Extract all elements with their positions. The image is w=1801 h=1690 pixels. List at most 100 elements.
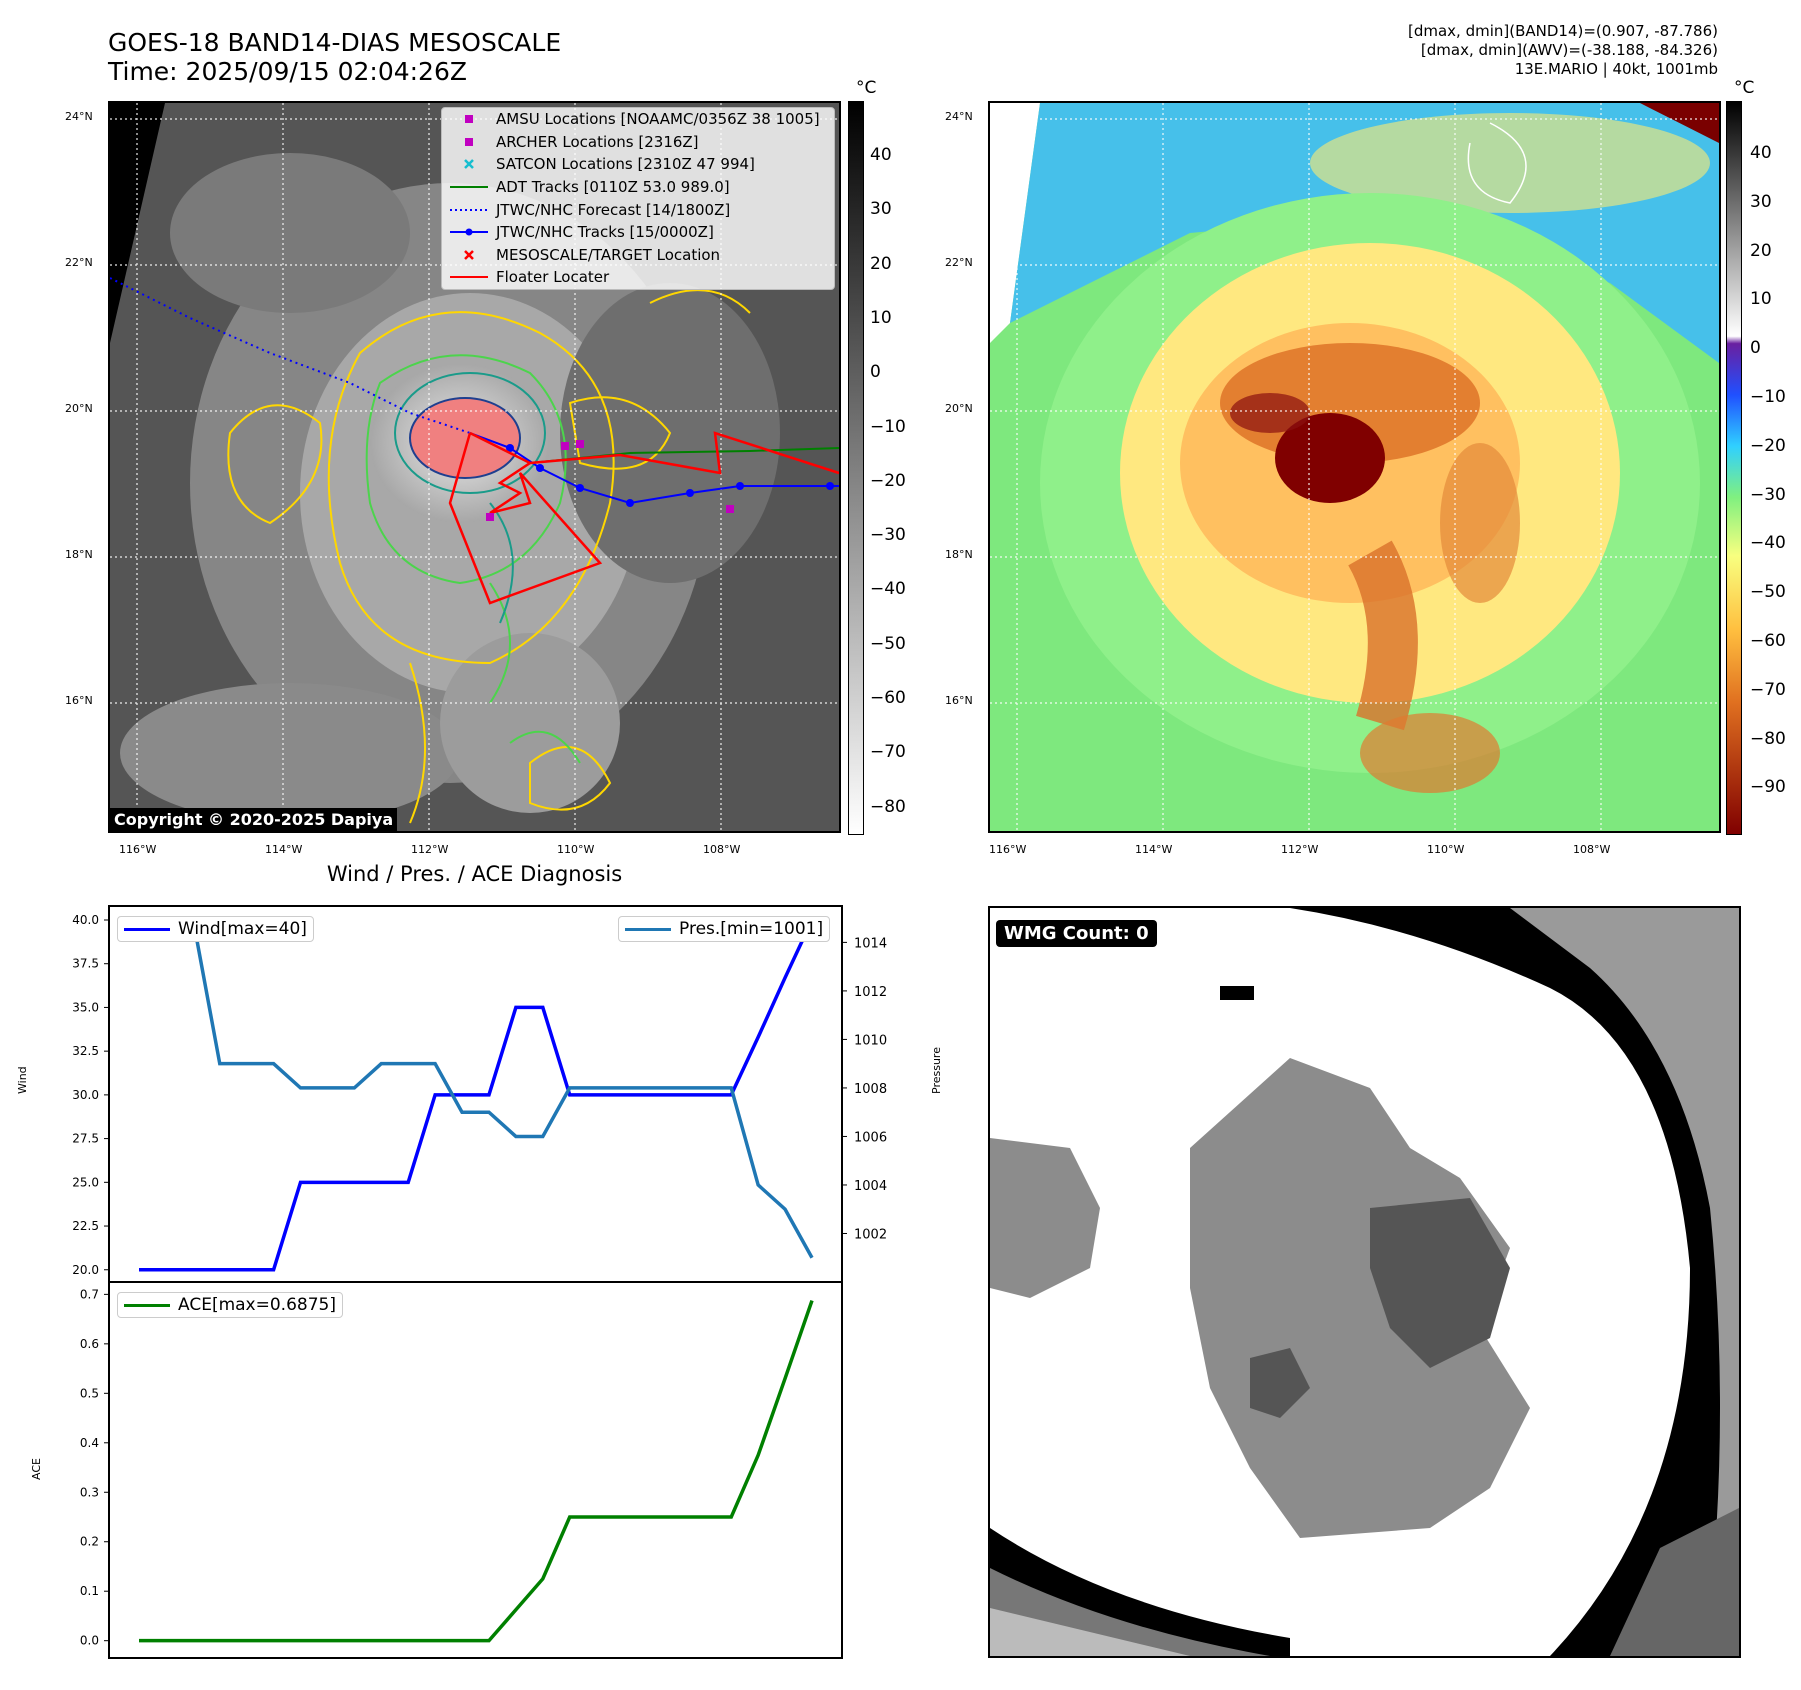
colorbar-tick-label: 10 <box>870 307 892 328</box>
color-enhanced-image <box>990 103 1719 831</box>
colorbar-tick-label: 30 <box>1750 191 1772 212</box>
ir-legend: AMSU Locations [NOAAMC/0356Z 38 1005] ARC… <box>441 107 835 290</box>
ace-y-tick-label: 0.3 <box>80 1485 99 1499</box>
color-lon-label: 110°W <box>1427 843 1465 856</box>
legend-marker-icon <box>448 154 490 174</box>
wind-series-line <box>139 919 814 1272</box>
ace-series-line <box>139 1299 814 1643</box>
legend-label: AMSU Locations [NOAAMC/0356Z 38 1005] <box>496 110 820 129</box>
legend-label: ADT Tracks [0110Z 53.0 989.0] <box>496 178 730 197</box>
colorbar-tick-label: −10 <box>870 416 906 437</box>
pressure-y-tick-label: 1010 <box>854 1033 887 1048</box>
info-box: [dmax, dmin](BAND14)=(0.907, -87.786) [d… <box>1018 22 1718 79</box>
colorbar-tick-label: −40 <box>1750 533 1786 554</box>
wind-y-tick-label: 40.0 <box>72 913 99 927</box>
color-lat-label: 18°N <box>945 548 973 561</box>
legend-label: Floater Locater <box>496 268 610 287</box>
legend-entry: ARCHER Locations [2316Z] <box>442 131 834 154</box>
wmg-count-label: WMG Count: 0 <box>996 920 1157 947</box>
wind-y-tick-label: 37.5 <box>72 957 99 971</box>
ir-lat-label: 22°N <box>65 256 93 269</box>
colorbar-tick-label: −70 <box>870 742 906 763</box>
wind-y-tick-label: 30.0 <box>72 1088 99 1102</box>
color-gridlines <box>990 103 1719 831</box>
ir-lon-label: 110°W <box>557 843 595 856</box>
ace-y-tick-label: 0.5 <box>80 1386 99 1400</box>
legend-marker-icon <box>448 132 490 152</box>
wmg-image <box>990 908 1739 1656</box>
legend-entry: AMSU Locations [NOAAMC/0356Z 38 1005] <box>442 108 834 131</box>
legend-entry: JTWC/NHC Forecast [14/1800Z] <box>442 198 834 221</box>
pressure-y-tick-label: 1012 <box>854 985 887 1000</box>
color-lon-label: 112°W <box>1281 843 1319 856</box>
ace-legend: ACE[max=0.6875] <box>117 1292 343 1318</box>
ir-lat-label: 18°N <box>65 548 93 561</box>
legend-entry: SATCON Locations [2310Z 47 994] <box>442 153 834 176</box>
copyright-label: Copyright © 2020-2025 Dapiya <box>110 808 398 831</box>
legend-label: ARCHER Locations [2316Z] <box>496 132 699 151</box>
ir-lat-label: 16°N <box>65 694 93 707</box>
colorbar-tick-label: 20 <box>870 253 892 274</box>
color-enhanced-panel <box>988 101 1721 833</box>
ace-frame <box>108 1281 843 1659</box>
colorbar-tick-label: −20 <box>1750 435 1786 456</box>
color-lat-label: 22°N <box>945 256 973 269</box>
legend-marker-icon <box>448 200 490 220</box>
colorbar-tick-label: −60 <box>870 688 906 708</box>
info-band14: [dmax, dmin](BAND14)=(0.907, -87.786) <box>1407 22 1718 40</box>
legend-label: JTWC/NHC Tracks [15/0000Z] <box>496 223 714 242</box>
legend-marker-icon <box>448 245 490 265</box>
wmg-panel: WMG Count: 0 <box>988 906 1741 1658</box>
legend-entry: ADT Tracks [0110Z 53.0 989.0] <box>442 176 834 199</box>
pressure-legend: Pres.[min=1001] <box>618 916 831 942</box>
ir-lat-label: 20°N <box>65 402 93 415</box>
colorbar-tick-label: −30 <box>1750 484 1786 505</box>
ir-lat-label: 24°N <box>65 110 93 123</box>
legend-label: MESOSCALE/TARGET Location <box>496 245 721 264</box>
pressure-axis-label: Pressure <box>930 1047 943 1094</box>
wind-y-tick-label: 22.5 <box>72 1219 99 1233</box>
color-lon-label: 108°W <box>1573 843 1611 856</box>
floater-locator <box>448 431 603 605</box>
legend-label: JTWC/NHC Forecast [14/1800Z] <box>496 200 731 219</box>
legend-entry: JTWC/NHC Tracks [15/0000Z] <box>442 221 834 244</box>
pressure-series-line <box>139 916 814 1259</box>
legend-marker-icon <box>448 222 490 242</box>
wind-y-tick-label: 27.5 <box>72 1132 99 1146</box>
color-lat-label: 20°N <box>945 402 973 415</box>
ace-y-tick-label: 0.4 <box>80 1436 99 1450</box>
color-lat-label: 24°N <box>945 110 973 123</box>
chart-timestamp: Time: 2025/09/15 02:04:26Z <box>108 57 467 86</box>
ir-colorbar <box>848 101 864 835</box>
colorbar-tick-label: −50 <box>1750 582 1786 603</box>
floater-locator-east <box>529 431 839 475</box>
info-awv: [dmax, dmin](AWV)=(-38.188, -84.326) <box>1420 41 1718 59</box>
pressure-y-tick-label: 1006 <box>854 1130 887 1145</box>
colorbar-tick-label: 30 <box>870 199 892 220</box>
jtwc-track-points <box>506 444 834 507</box>
colorbar-tick-label: −50 <box>870 633 906 654</box>
color-lat-label: 16°N <box>945 694 973 707</box>
ir-lon-label: 112°W <box>411 843 449 856</box>
color-colorbar-unit: °C <box>1734 78 1755 98</box>
ir-lon-label: 116°W <box>119 843 157 856</box>
pressure-y-tick-label: 1014 <box>854 936 887 951</box>
ir-lon-label: 108°W <box>703 843 741 856</box>
colorbar-tick-label: −30 <box>870 525 906 546</box>
info-storm: 13E.MARIO | 40kt, 1001mb <box>1514 60 1718 78</box>
ir-lon-label: 114°W <box>265 843 303 856</box>
colorbar-tick-label: −70 <box>1750 679 1786 700</box>
diagnosis-title: Wind / Pres. / ACE Diagnosis <box>326 862 623 886</box>
pressure-legend-label: Pres.[min=1001] <box>679 919 824 939</box>
pressure-y-tick-label: 1008 <box>854 1082 887 1097</box>
pressure-y-tick-label: 1004 <box>854 1179 887 1194</box>
wind-legend-label: Wind[max=40] <box>178 919 307 939</box>
ace-axis-label: ACE <box>30 1458 43 1480</box>
ace-y-tick-label: 0.1 <box>80 1584 99 1598</box>
colorbar-tick-label: −60 <box>1750 631 1786 651</box>
ace-y-tick-label: 0.0 <box>80 1634 99 1648</box>
colorbar-tick-label: −20 <box>870 470 906 491</box>
jtwc-track <box>469 432 839 505</box>
wind-y-tick-label: 35.0 <box>72 1000 99 1014</box>
